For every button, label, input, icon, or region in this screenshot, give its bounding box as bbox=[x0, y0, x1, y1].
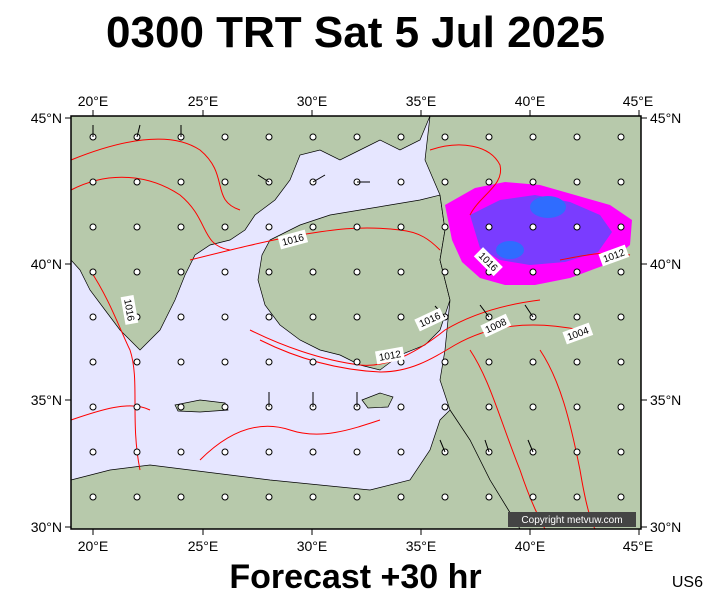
tick-marks bbox=[65, 110, 647, 535]
lat-tick-left: 45°N bbox=[31, 110, 62, 126]
lon-tick-top: 45°E bbox=[623, 93, 654, 109]
isobar-line bbox=[189, 227, 441, 261]
lat-tick-right: 30°N bbox=[650, 519, 681, 535]
isobar-line bbox=[89, 269, 141, 471]
isobar-line bbox=[70, 138, 241, 211]
lon-tick-top: 30°E bbox=[297, 93, 328, 109]
wind-barb-staffs bbox=[92, 124, 534, 453]
isobars bbox=[70, 138, 631, 530]
lon-tick-top: 25°E bbox=[188, 93, 219, 109]
lon-tick-bottom: 25°E bbox=[188, 538, 219, 554]
copyright-text: Copyright metvuw.com bbox=[521, 515, 622, 526]
land-crete bbox=[174, 399, 229, 413]
map-title: 0300 TRT Sat 5 Jul 2025 bbox=[106, 8, 605, 57]
lon-tick-bottom: 35°E bbox=[406, 538, 437, 554]
land-balkans bbox=[70, 115, 431, 351]
lat-tick-right: 35°N bbox=[650, 392, 681, 408]
map-frame bbox=[70, 115, 642, 530]
isobar-line bbox=[429, 144, 502, 216]
lon-tick-top: 35°E bbox=[406, 93, 437, 109]
copyright-box bbox=[508, 512, 636, 527]
forecast-label: Forecast +30 hr bbox=[229, 558, 482, 596]
wind-barbs bbox=[89, 133, 625, 501]
lon-tick-top: 20°E bbox=[78, 93, 109, 109]
land-cyprus bbox=[361, 392, 394, 409]
lon-tick-bottom: 45°E bbox=[623, 538, 654, 554]
isobar-label: 1012 bbox=[378, 349, 402, 364]
lat-tick-right: 40°N bbox=[650, 256, 681, 272]
corner-code: US6 bbox=[671, 574, 703, 591]
lat-tick-left: 40°N bbox=[31, 256, 62, 272]
isobar-line bbox=[199, 419, 381, 461]
isobar-line bbox=[70, 176, 231, 251]
isobar-line bbox=[249, 299, 541, 366]
lat-tick-left: 30°N bbox=[31, 519, 62, 535]
lon-tick-bottom: 20°E bbox=[78, 538, 109, 554]
lat-tick-left: 35°N bbox=[31, 392, 62, 408]
isobar-label: 1016 bbox=[121, 298, 136, 322]
lat-tick-right: 45°N bbox=[650, 110, 681, 126]
lon-tick-top: 40°E bbox=[515, 93, 546, 109]
lon-tick-bottom: 30°E bbox=[297, 538, 328, 554]
lon-tick-bottom: 40°E bbox=[515, 538, 546, 554]
isobar-line bbox=[259, 324, 581, 373]
isobar-line bbox=[70, 405, 151, 421]
